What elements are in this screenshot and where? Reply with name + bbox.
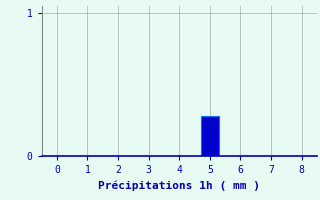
Bar [201, 116, 219, 156]
X-axis label: Précipitations 1h ( mm ): Précipitations 1h ( mm ) [98, 181, 260, 191]
